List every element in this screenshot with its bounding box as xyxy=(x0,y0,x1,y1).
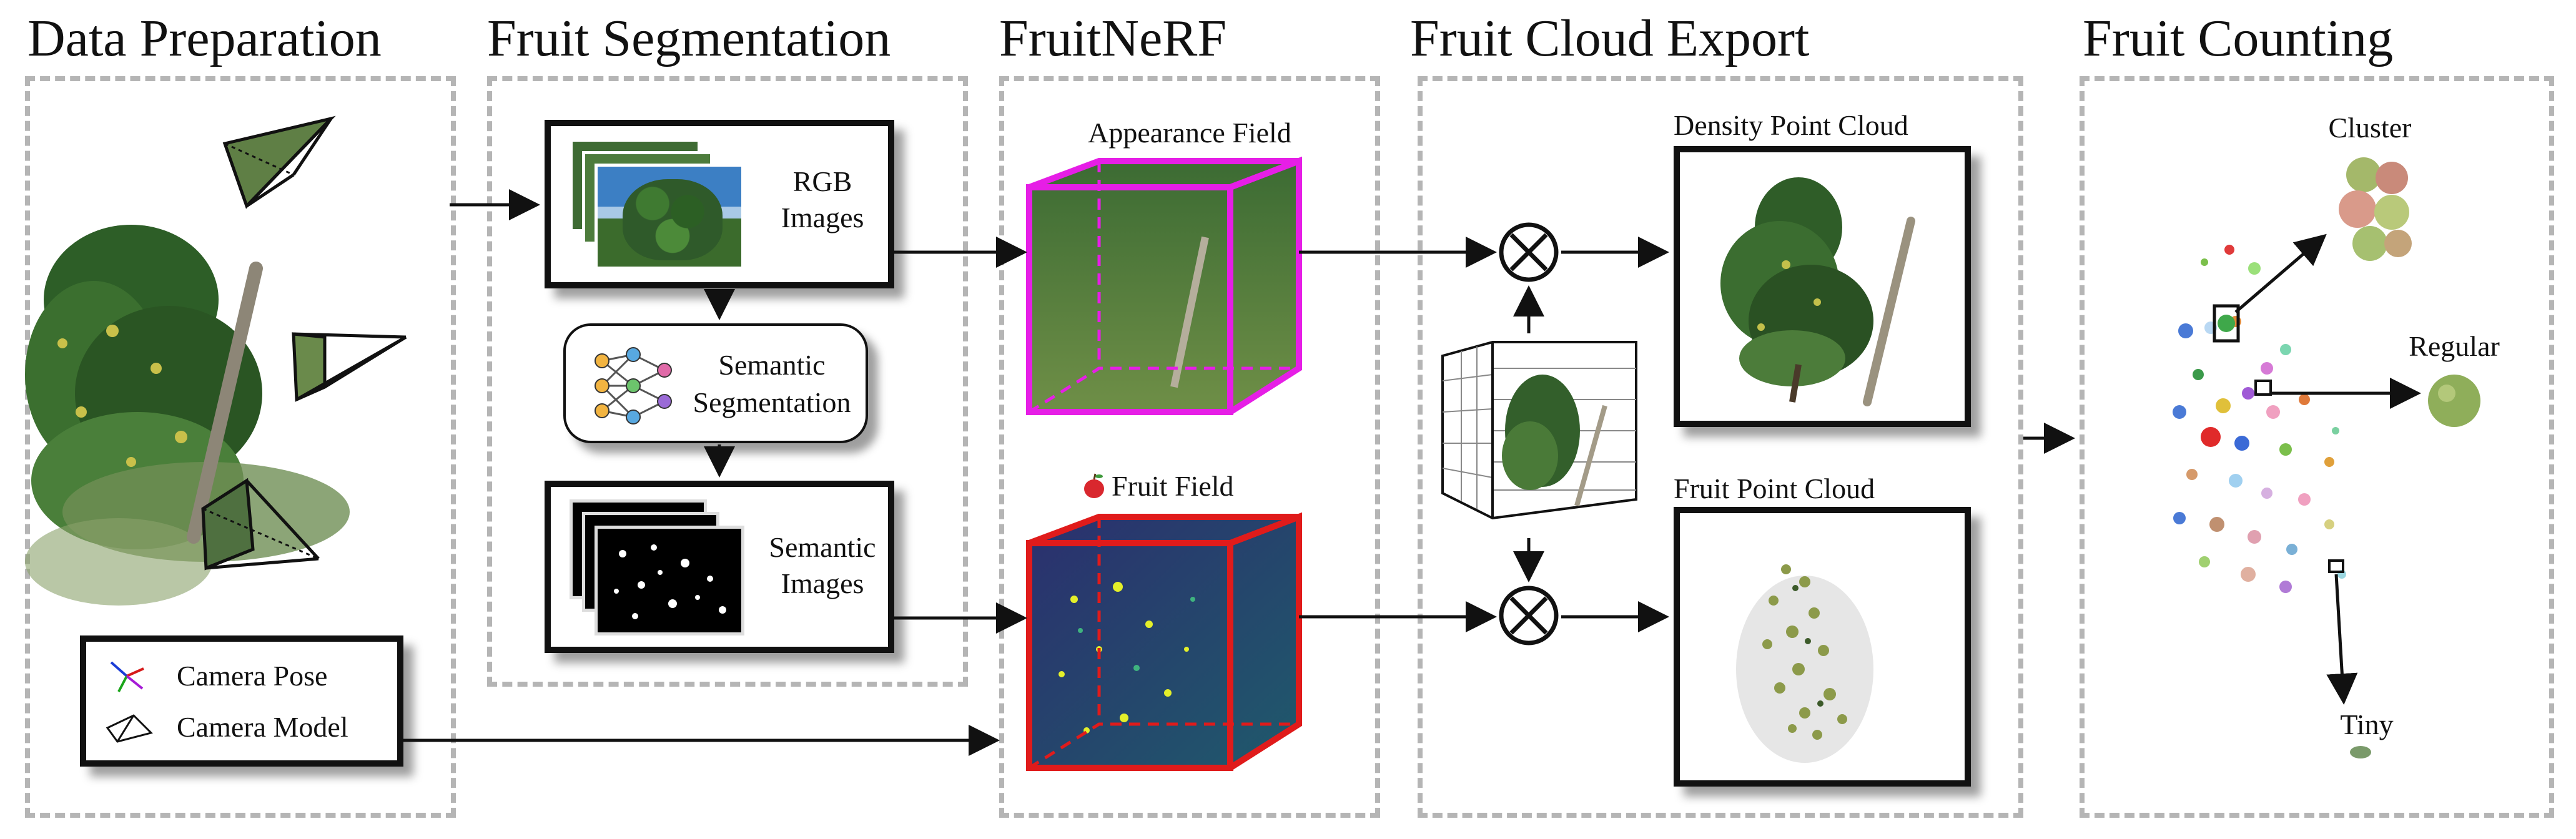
regular-fruit-image xyxy=(2423,368,2485,431)
arrow-to-cluster xyxy=(2234,233,2327,313)
camera-legend: Camera Pose Camera Model xyxy=(80,635,403,767)
rgb-images-box: RGB Images xyxy=(545,120,894,288)
regular-label: Regular xyxy=(2409,330,2500,362)
stage-title-data-preparation: Data Preparation xyxy=(27,9,382,67)
rgb-image-front xyxy=(595,164,744,270)
panel-data-preparation xyxy=(25,76,456,818)
stage-title-fruitnerf: FruitNeRF xyxy=(999,9,1227,67)
semantic-images-box: Semantic Images xyxy=(545,481,894,653)
panel-fruit-counting xyxy=(2080,76,2554,818)
legend-camera-pose: Camera Pose xyxy=(177,660,328,692)
fruit-cluster-scatter xyxy=(2142,225,2386,649)
density-point-cloud-label: Density Point Cloud xyxy=(1674,109,1908,141)
stage-title-fruit-counting: Fruit Counting xyxy=(2083,9,2394,67)
legend-camera-model: Camera Model xyxy=(177,711,348,743)
density-point-cloud-box xyxy=(1674,146,1971,427)
neural-network-icon xyxy=(590,342,677,429)
fruit-point-cloud-label: Fruit Point Cloud xyxy=(1674,473,1875,504)
tiny-label: Tiny xyxy=(2340,709,2394,740)
rgb-images-label-line2: Images xyxy=(781,202,864,233)
stage-title-fruit-cloud-export: Fruit Cloud Export xyxy=(1410,9,1810,67)
appearance-field-label: Appearance Field xyxy=(1088,117,1291,149)
stage-title-fruit-segmentation: Fruit Segmentation xyxy=(487,9,891,67)
semantic-segmentation-label-line2: Segmentation xyxy=(693,386,851,418)
camera-pose-icon xyxy=(105,657,149,695)
arrow-to-tiny xyxy=(2326,574,2358,705)
appearance-field-cube xyxy=(1024,156,1305,418)
camera-model-icon xyxy=(104,710,154,748)
cluster-fruit-image xyxy=(2329,150,2423,275)
apple-icon xyxy=(1082,472,1107,499)
rgb-images-label-line1: RGB xyxy=(792,165,852,197)
camera-frustum xyxy=(194,474,325,574)
semantic-mask-front xyxy=(595,526,744,635)
semantic-segmentation-label-line1: Semantic xyxy=(718,349,826,381)
camera-frustum xyxy=(219,112,337,225)
tiny-fruit-image xyxy=(2348,744,2373,760)
semantic-segmentation-box: Semantic Segmentation xyxy=(563,323,868,443)
fruit-point-cloud-box xyxy=(1674,507,1971,787)
panel-fruit-cloud-export xyxy=(1418,76,2023,818)
semantic-images-label-line1: Semantic xyxy=(769,531,876,563)
fruit-field-label: Fruit Field xyxy=(1112,470,1234,502)
panel-fruitnerf xyxy=(999,76,1380,818)
cluster-label: Cluster xyxy=(2328,112,2412,144)
camera-frustum xyxy=(287,325,412,412)
tree-reconstruction-image xyxy=(25,187,375,624)
sampling-grid-cube xyxy=(1436,337,1642,524)
fruit-field-cube xyxy=(1024,512,1305,774)
panel-fruit-segmentation xyxy=(487,76,968,687)
multiply-operator-top xyxy=(1498,221,1560,283)
multiply-operator-bottom xyxy=(1498,584,1560,647)
semantic-images-label-line2: Images xyxy=(781,567,864,599)
